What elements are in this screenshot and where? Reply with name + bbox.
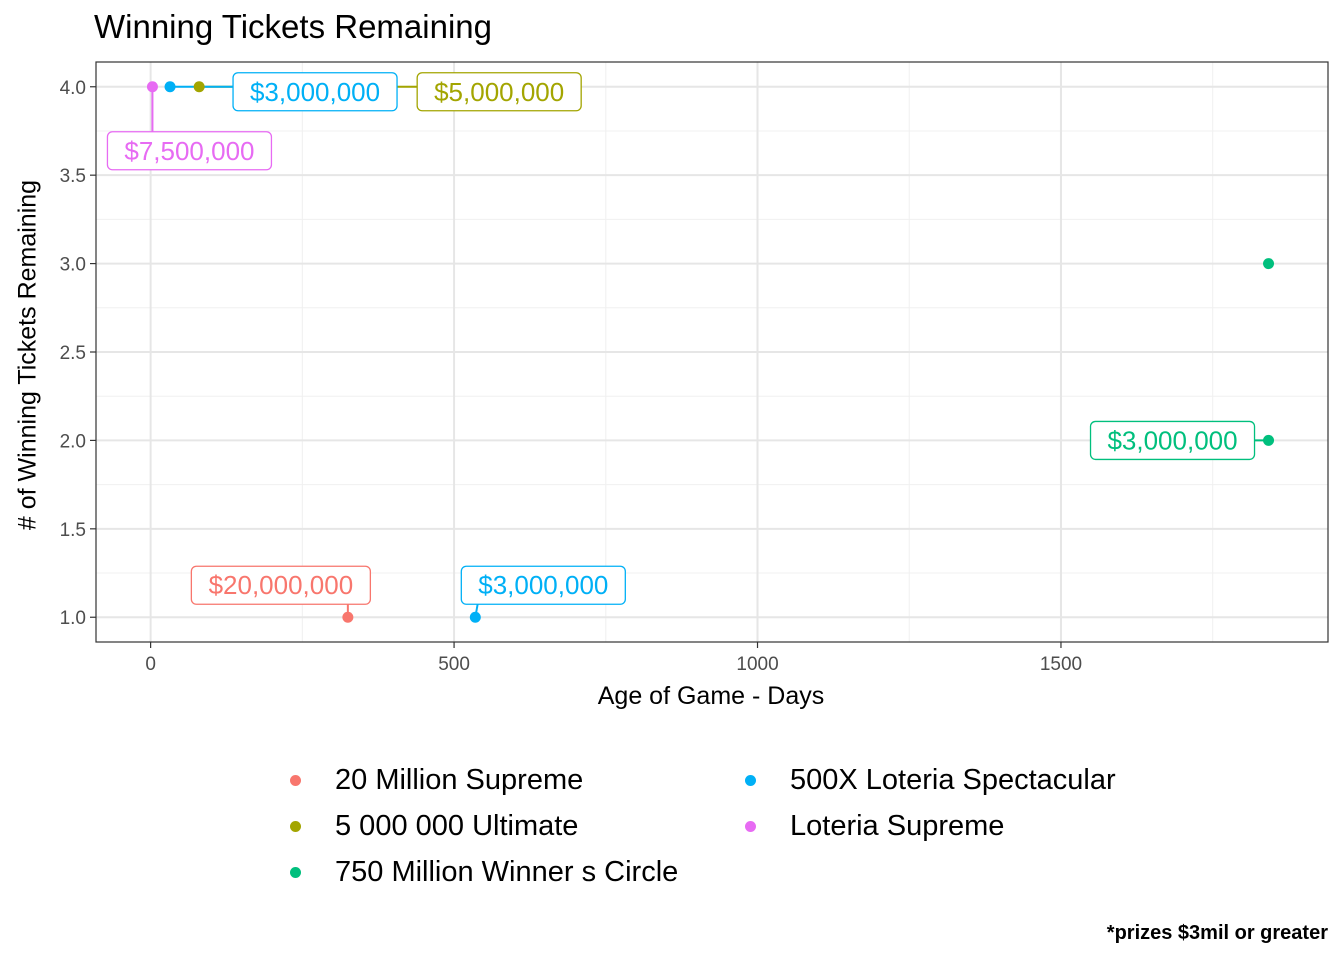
x-tick-label: 500 xyxy=(438,654,470,675)
legend-item: 500X Loteria Spectacular xyxy=(745,760,1116,800)
data-label-box xyxy=(232,72,398,112)
legend-marker xyxy=(290,774,301,786)
data-point xyxy=(146,81,158,93)
y-tick-label: 2.0 xyxy=(60,431,86,452)
data-point xyxy=(1263,434,1275,446)
data-label-box xyxy=(416,72,582,112)
data-point xyxy=(1263,258,1275,270)
caption: *prizes $3mil or greater xyxy=(1106,922,1328,944)
legend-item: 750 Million Winner s Circle xyxy=(290,852,678,892)
y-tick-label: 1.0 xyxy=(60,608,86,629)
y-tick-label: 1.5 xyxy=(60,520,86,541)
data-label-box xyxy=(106,131,273,171)
legend-label: 5 000 000 Ultimate xyxy=(335,809,579,842)
legend-marker xyxy=(290,820,301,832)
data-label-box xyxy=(1089,420,1256,461)
x-tick-label: 0 xyxy=(145,654,156,675)
data-point xyxy=(164,81,176,93)
legend-marker xyxy=(745,820,756,832)
legend-label: 20 Million Supreme xyxy=(335,763,584,796)
data-label: $7,500,000 xyxy=(124,136,254,166)
y-tick-label: 3.0 xyxy=(60,255,86,276)
data-label-box xyxy=(460,565,626,605)
data-label: $3,000,000 xyxy=(478,570,608,600)
x-tick-label: 1500 xyxy=(1040,654,1082,675)
x-tick-label: 1000 xyxy=(736,654,778,675)
legend-label: 750 Million Winner s Circle xyxy=(335,855,679,888)
data-label: $3,000,000 xyxy=(250,77,380,107)
legend-label: Loteria Supreme xyxy=(790,809,1005,842)
data-point xyxy=(469,611,481,623)
data-label: $5,000,000 xyxy=(434,77,564,107)
legend-item: 5 000 000 Ultimate xyxy=(290,806,578,846)
y-tick-label: 4.0 xyxy=(60,78,86,99)
legend-label: 500X Loteria Spectacular xyxy=(790,763,1116,796)
data-label: $3,000,000 xyxy=(1107,425,1237,455)
y-tick-label: 2.5 xyxy=(60,343,86,364)
legend-item: Loteria Supreme xyxy=(745,806,1004,846)
chart-title: Winning Tickets Remaining xyxy=(94,8,492,45)
data-label-box xyxy=(190,565,372,605)
legend-marker xyxy=(290,866,301,878)
y-tick-label: 3.5 xyxy=(60,166,86,187)
legend-marker xyxy=(745,774,756,786)
data-point xyxy=(193,81,205,93)
data-point xyxy=(342,611,354,623)
x-axis-label: Age of Game - Days xyxy=(597,682,825,710)
data-label: $20,000,000 xyxy=(209,570,354,600)
legend-item: 20 Million Supreme xyxy=(290,760,583,800)
